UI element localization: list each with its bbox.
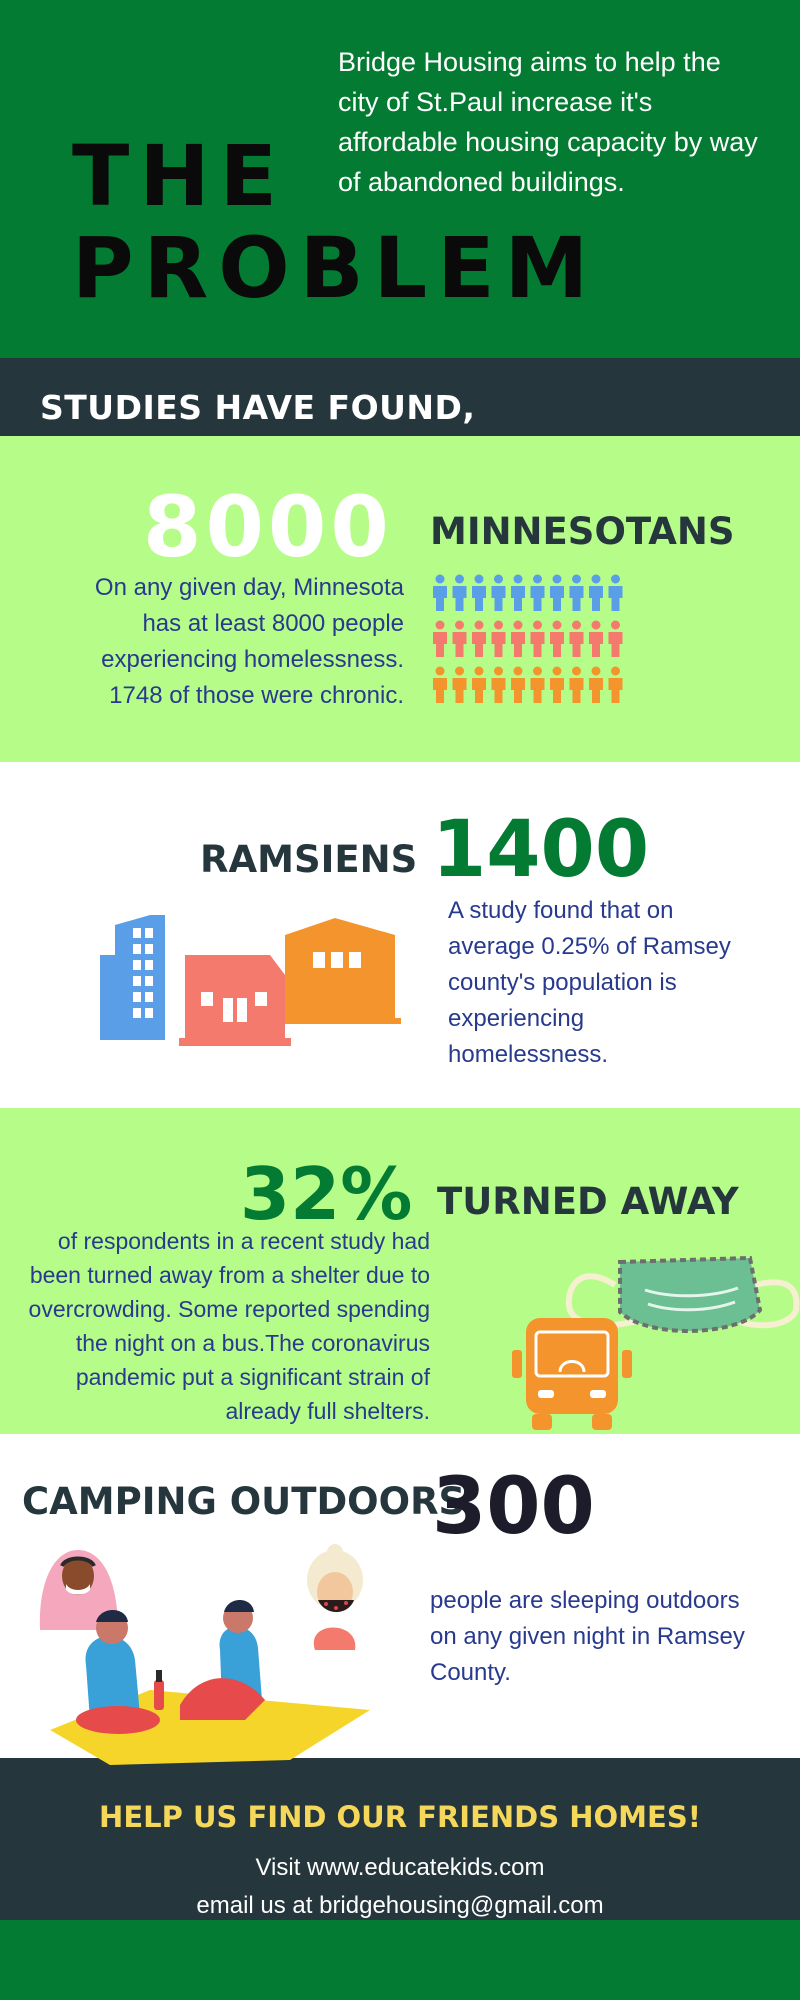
- people-icon: [433, 574, 623, 703]
- stat-number-1400: 1400: [432, 805, 650, 895]
- person-figure: [608, 620, 623, 657]
- person-figure: [452, 620, 467, 657]
- studies-heading: STUDIES HAVE FOUND,: [40, 388, 476, 427]
- person-figure: [550, 666, 564, 703]
- person-figure: [530, 666, 545, 703]
- person-figure: [589, 620, 603, 657]
- call-to-action-heading: HELP US FIND OUR FRIENDS HOMES!: [99, 1800, 701, 1834]
- person-figure: [589, 574, 603, 611]
- contact-email-text: email us at bridgehousing@gmail.com: [196, 1892, 604, 1919]
- title-problem: PROBLEM: [72, 219, 599, 317]
- person-figure: [472, 574, 486, 611]
- buildings-icon: [100, 915, 401, 1046]
- stat-label-minnesotans: MINNESOTANS: [430, 510, 735, 553]
- intro-text: Bridge Housing aims to help the city of …: [338, 47, 758, 197]
- stat-number-8000: 8000: [143, 478, 393, 576]
- stat-label-turned-away: TURNED AWAY: [437, 1180, 739, 1223]
- bus-icon: [512, 1318, 632, 1430]
- person-figure: [608, 574, 623, 611]
- person-figure: [550, 620, 564, 657]
- people-picnic-icon: [39, 1544, 370, 1765]
- stat-number-300: 300: [432, 1462, 595, 1552]
- studies-header-band: [0, 358, 800, 436]
- person-figure: [452, 666, 467, 703]
- minnesotans-section: [0, 436, 800, 762]
- person-figure: [511, 666, 525, 703]
- person-figure: [433, 620, 447, 657]
- person-figure: [511, 574, 525, 611]
- person-figure: [472, 666, 486, 703]
- stat-text-turned-away: of respondents in a recent study had bee…: [28, 1228, 430, 1424]
- person-figure: [491, 620, 506, 657]
- visit-website-text: Visit www.educatekids.com: [255, 1854, 545, 1881]
- footer-section: [0, 1758, 800, 1920]
- stat-text-ramsiens: A study found that on average 0.25% of R…: [448, 897, 731, 1068]
- problem-section: [0, 0, 800, 358]
- person-figure: [491, 574, 506, 611]
- person-figure: [452, 574, 467, 611]
- person-figure: [589, 666, 603, 703]
- footer-bottom-band: [0, 1920, 800, 2000]
- person-figure: [569, 666, 584, 703]
- person-figure: [530, 620, 545, 657]
- person-figure: [569, 574, 584, 611]
- person-figure: [472, 620, 486, 657]
- person-figure: [569, 620, 584, 657]
- stat-text-camping: people are sleeping outdoors on any give…: [430, 1587, 745, 1686]
- stat-label-ramsiens: RAMSIENS: [200, 838, 418, 881]
- person-figure: [608, 666, 623, 703]
- person-figure: [433, 666, 447, 703]
- stat-label-camping-outdoors: CAMPING OUTDOORS: [22, 1480, 466, 1523]
- person-figure: [550, 574, 564, 611]
- person-figure: [511, 620, 525, 657]
- person-figure: [530, 574, 545, 611]
- title-the: THE: [72, 127, 287, 225]
- stat-text-minnesotans: On any given day, Minnesota has at least…: [94, 574, 404, 709]
- person-figure: [491, 666, 506, 703]
- person-figure: [433, 574, 447, 611]
- stat-number-32-percent: 32%: [240, 1152, 413, 1236]
